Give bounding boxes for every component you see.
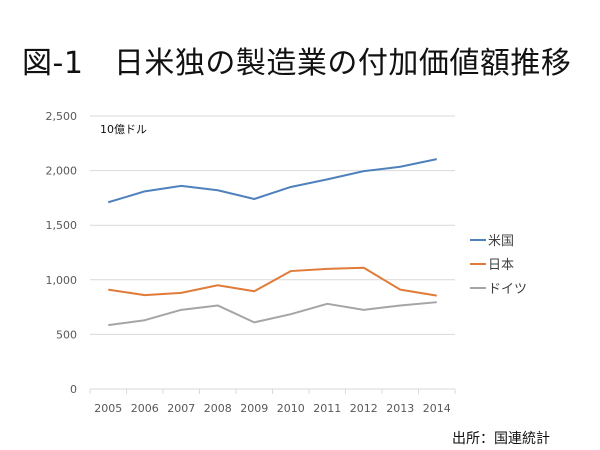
y-tick-label: 500 [56, 328, 77, 341]
legend-label: 米国 [488, 234, 514, 249]
x-tick-label: 2005 [94, 402, 122, 415]
x-tick-label: 2008 [204, 402, 232, 415]
x-tick-label: 2012 [350, 402, 378, 415]
x-tick-label: 2009 [240, 402, 268, 415]
series-line-1 [107, 158, 437, 204]
legend-label: 日本 [488, 258, 514, 273]
x-tick-label: 2013 [386, 402, 414, 415]
x-tick-label: 2007 [167, 402, 195, 415]
x-tick-label: 2011 [313, 402, 341, 415]
y-tick-label: 1,500 [46, 219, 78, 232]
x-tick-label: 2014 [423, 402, 451, 415]
legend-label: ドイツ [488, 282, 527, 297]
y-tick-label: 2,000 [46, 165, 78, 178]
y-tick-label: 2,500 [46, 110, 78, 123]
x-tick-label: 2006 [131, 402, 159, 415]
chart-title: 図-1 日米独の製造業の付加価値額推移 [22, 46, 572, 81]
y-tick-label: 1,000 [46, 274, 78, 287]
series-line-3 [108, 301, 437, 327]
source-note: 出所：国連統計 [452, 431, 550, 447]
unit-label: 10億ドル [100, 123, 147, 136]
x-tick-label: 2010 [277, 402, 305, 415]
y-tick-label: 0 [70, 383, 77, 396]
series-line-2 [108, 266, 437, 297]
